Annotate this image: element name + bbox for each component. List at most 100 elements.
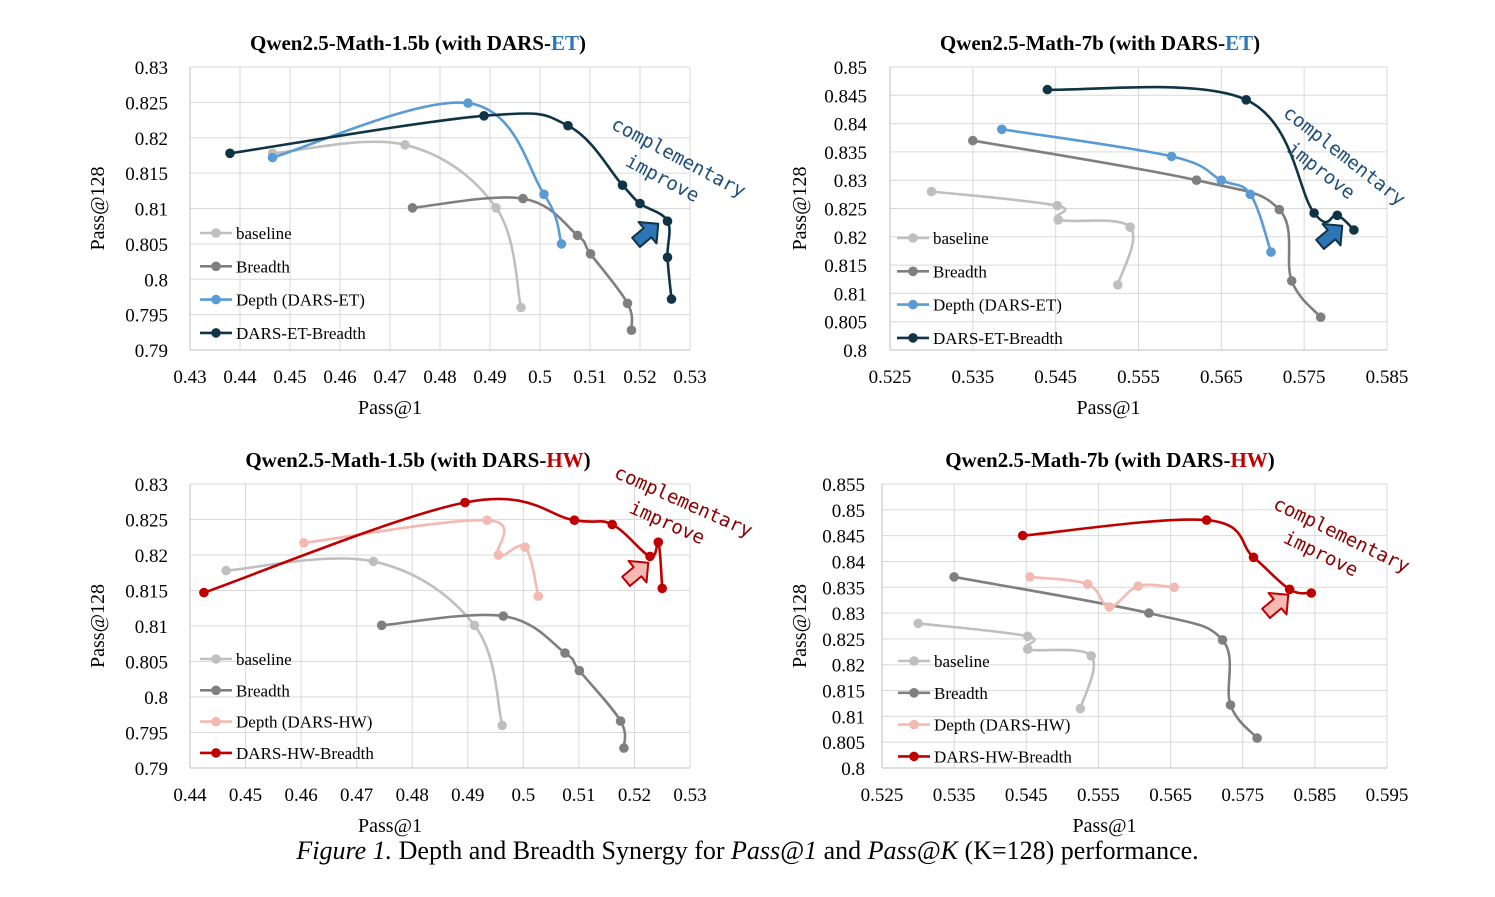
data-point xyxy=(516,302,526,313)
data-point xyxy=(556,239,567,249)
y-tick-label: 0.83 xyxy=(135,58,168,79)
x-tick-label: 0.44 xyxy=(173,785,207,806)
data-point xyxy=(560,648,570,658)
data-point xyxy=(498,611,509,621)
series-line xyxy=(953,575,1259,739)
data-point xyxy=(460,497,470,508)
data-point xyxy=(1082,579,1093,589)
y-tick-label: 0.795 xyxy=(125,724,168,745)
x-tick-label: 0.47 xyxy=(373,367,406,388)
data-point xyxy=(533,591,544,601)
legend-label: Depth (DARS-ET) xyxy=(236,291,365,310)
y-tick-label: 0.81 xyxy=(135,200,168,221)
data-point xyxy=(607,519,617,530)
x-tick-label: 0.48 xyxy=(423,367,456,388)
data-point xyxy=(1245,189,1256,200)
caption-em-passk: Pass@K xyxy=(867,836,959,865)
legend-label: DARS-HW-Breadth xyxy=(236,744,374,763)
data-point xyxy=(572,230,583,241)
y-tick-label: 0.81 xyxy=(832,707,865,728)
legend-label: Depth (DARS-HW) xyxy=(934,716,1070,735)
legend-label: DARS-ET-Breadth xyxy=(236,324,366,343)
data-point xyxy=(1086,651,1096,661)
legend-label: Breadth xyxy=(236,257,290,276)
series-line xyxy=(1001,127,1273,253)
y-axis-label: Pass@128 xyxy=(87,584,109,668)
x-tick-label: 0.45 xyxy=(229,785,262,806)
data-point xyxy=(1248,552,1259,563)
caption-text-b: and xyxy=(817,836,868,865)
data-point xyxy=(1166,151,1177,162)
data-point xyxy=(662,252,673,263)
legend-marker xyxy=(909,688,919,698)
x-tick-label: 0.565 xyxy=(1149,785,1192,806)
chart-title: Qwen2.5-Math-7b (with DARS-HW) xyxy=(945,448,1275,472)
x-tick-label: 0.47 xyxy=(340,785,373,806)
data-point xyxy=(267,152,278,163)
data-point xyxy=(1349,225,1359,235)
legend-label: Depth (DARS-ET) xyxy=(933,296,1062,315)
x-tick-label: 0.575 xyxy=(1221,785,1264,806)
data-point xyxy=(1252,733,1262,743)
data-point xyxy=(926,186,937,197)
x-tick-label: 0.585 xyxy=(1366,367,1409,388)
legend-label: DARS-HW-Breadth xyxy=(934,747,1072,766)
x-axis-label: Pass@1 xyxy=(1077,397,1141,419)
legend-marker xyxy=(908,299,918,310)
y-tick-label: 0.805 xyxy=(125,653,168,674)
y-tick-label: 0.84 xyxy=(832,552,866,573)
legend-marker xyxy=(211,685,221,696)
arrow-icon xyxy=(621,559,650,587)
legend-label: DARS-ET-Breadth xyxy=(933,329,1063,348)
data-point xyxy=(491,203,501,213)
caption-em-pass1: Pass@1 xyxy=(731,836,818,865)
legend-marker xyxy=(211,294,221,305)
legend-label: Breadth xyxy=(933,262,987,281)
data-point xyxy=(1332,210,1343,221)
legend-marker xyxy=(909,719,919,730)
y-tick-label: 0.8 xyxy=(841,759,865,780)
y-tick-label: 0.82 xyxy=(832,656,865,677)
legend-marker xyxy=(211,328,221,338)
data-point xyxy=(1017,530,1028,541)
data-point xyxy=(1286,276,1297,286)
y-tick-label: 0.805 xyxy=(824,313,867,334)
y-tick-label: 0.8 xyxy=(843,341,867,362)
y-tick-label: 0.825 xyxy=(824,200,867,221)
data-point xyxy=(913,618,923,629)
y-tick-label: 0.82 xyxy=(834,228,867,249)
data-point xyxy=(585,249,596,259)
chart-title-end: ) xyxy=(1253,31,1260,55)
legend-marker xyxy=(211,228,221,238)
y-axis-label: Pass@128 xyxy=(87,167,109,251)
data-point xyxy=(1052,200,1063,211)
y-tick-label: 0.82 xyxy=(135,129,168,150)
data-point xyxy=(407,203,418,213)
series-line xyxy=(972,139,1322,319)
x-tick-label: 0.5 xyxy=(528,367,552,388)
y-tick-label: 0.83 xyxy=(832,604,865,625)
data-point xyxy=(569,515,580,525)
data-point xyxy=(479,111,489,121)
arrow-shape xyxy=(1261,591,1290,619)
data-point xyxy=(376,620,387,631)
data-point xyxy=(1104,602,1115,612)
legend-marker xyxy=(908,233,918,243)
x-tick-label: 0.44 xyxy=(223,367,257,388)
data-point xyxy=(1306,588,1317,598)
y-tick-label: 0.81 xyxy=(834,284,867,305)
legend-marker xyxy=(909,656,919,666)
x-tick-label: 0.48 xyxy=(396,785,429,806)
legend-label: baseline xyxy=(236,650,292,669)
y-tick-label: 0.805 xyxy=(125,235,168,256)
chart-title-accent: HW xyxy=(546,448,583,472)
x-axis-label: Pass@1 xyxy=(358,815,422,837)
data-point xyxy=(1169,582,1179,593)
x-tick-label: 0.535 xyxy=(933,785,976,806)
x-tick-label: 0.525 xyxy=(869,367,912,388)
series-line xyxy=(272,101,563,245)
data-point xyxy=(225,148,235,159)
legend-label: baseline xyxy=(934,652,990,671)
